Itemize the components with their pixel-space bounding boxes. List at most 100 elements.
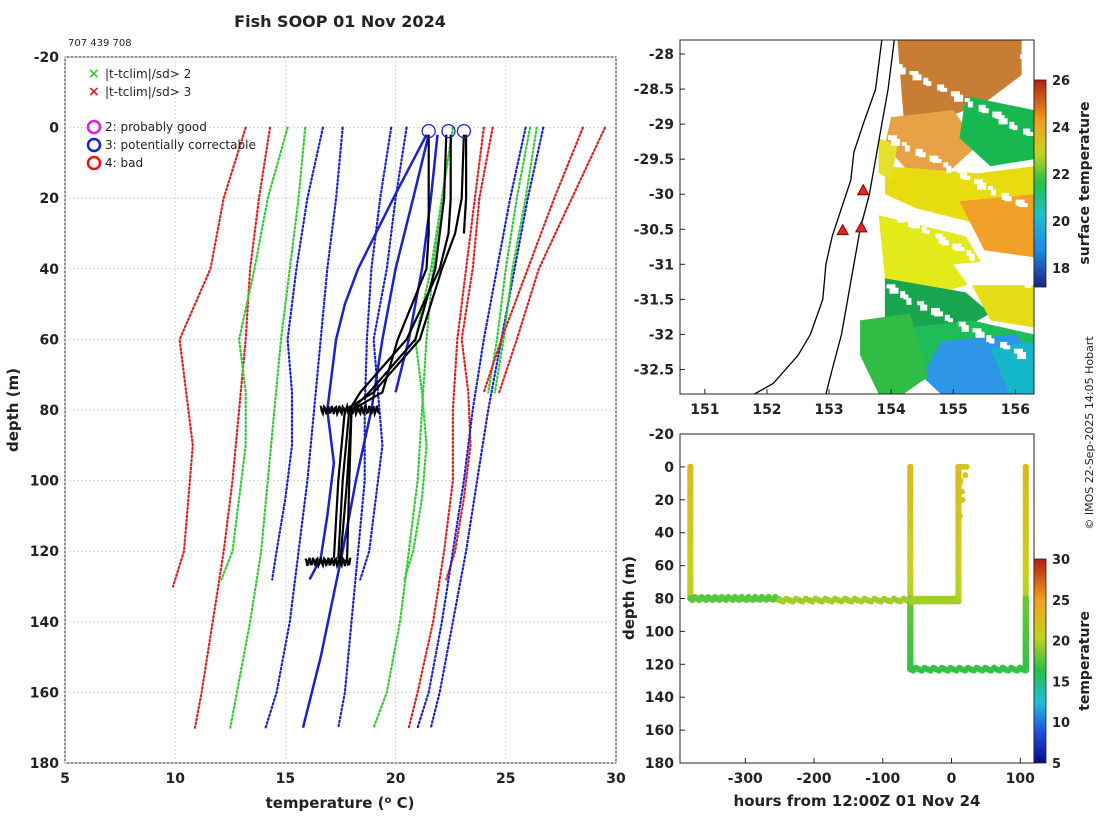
cloud-speckle (934, 311, 944, 317)
sst-colorbar-tick-label: 26 (1052, 74, 1070, 89)
clim-line-red-left-2 (193, 126, 272, 729)
ts-y-tick-label: 140 (645, 690, 674, 706)
black-profile-5 (462, 134, 468, 234)
cloud-speckle (989, 338, 995, 344)
clim-line-green-right-2 (403, 126, 454, 581)
profile-y-tick-label: 0 (49, 121, 59, 137)
temperature-colorbar-tick-label: 20 (1052, 635, 1070, 650)
cloud-speckle (995, 114, 1005, 119)
map-y-tick-label: -28 (649, 47, 674, 63)
profile-y-tick-label: 100 (30, 474, 59, 490)
cloud-speckle (904, 145, 910, 152)
profile-x-axis-label: temperature (o C) (266, 794, 415, 812)
profile-y-tick-label: 120 (30, 544, 59, 560)
ts-point (955, 595, 962, 602)
profile-x-tick-label: 30 (606, 771, 626, 787)
cloud-speckle (1004, 196, 1012, 202)
cloud-speckle (880, 206, 886, 212)
profile-axis-ticks: 5 10 15 20 25 30 -20 0 20 40 60 80 100 120 140 160 180 (30, 50, 626, 787)
cloud-speckle (975, 331, 985, 338)
sst-region (959, 194, 1034, 258)
map-y-tick-label: -29.5 (634, 152, 674, 168)
blue-profile-2 (308, 134, 428, 580)
sst-region (959, 96, 1034, 167)
map-y-tick-label: -29 (649, 117, 674, 133)
profile-y-tick-label: 60 (40, 332, 60, 348)
ts-point (959, 496, 966, 503)
black-profile-4 (332, 134, 465, 559)
clim-line-red-right-1 (407, 126, 485, 729)
cloud-speckle (883, 209, 889, 217)
cloud-speckle (944, 314, 950, 321)
profile-y-tick-label: 160 (30, 685, 59, 701)
coastline-line (754, 40, 883, 394)
sst-colorbar-tick-label: 22 (1052, 168, 1070, 183)
profile-x-tick-label: 10 (165, 771, 185, 787)
temperature-colorbar-tick-label: 30 (1052, 553, 1070, 568)
cloud-speckle (1012, 125, 1018, 131)
cloud-speckle (920, 304, 928, 311)
ts-x-tick-label: -100 (865, 771, 900, 787)
sst-colorbar-ticks: 18 20 22 24 26 (1052, 74, 1070, 277)
drop-marker (855, 220, 868, 233)
temperature-colorbar (1033, 558, 1047, 764)
cloud-speckle (900, 291, 906, 299)
cloud-speckle (950, 91, 960, 97)
profile-y-tick-label: 80 (40, 403, 60, 419)
cloud-speckle (921, 226, 927, 233)
temperature-colorbar-tick-label: 25 (1052, 594, 1070, 609)
drop-marker (836, 223, 850, 236)
cloud-speckle (1010, 274, 1016, 279)
profile-x-tick-label: 25 (496, 771, 515, 787)
platform-id-label: 707 439 708 (68, 38, 132, 49)
qc-circle (456, 123, 472, 139)
ts-x-tick-label: 0 (947, 771, 957, 787)
profile-legend: × |t-tclim|/sd> 2 × |t-tclim|/sd> 3 2: p… (86, 66, 256, 171)
temperature-colorbar-tick-label: 5 (1052, 757, 1061, 772)
cloud-speckle (884, 60, 890, 65)
cloud-speckle (906, 297, 912, 305)
map-y-tick-label: -32 (649, 327, 674, 343)
legend-sd2-label: |t-tclim|/sd> 2 (105, 67, 191, 81)
cloud-speckle (946, 165, 952, 173)
sst-region (897, 40, 1022, 125)
cloud-speckle (929, 155, 939, 162)
ts-y-axis-label: depth (m) (620, 556, 638, 640)
clim-line-red-left-1 (171, 126, 247, 588)
ts-y-tick-label: -20 (649, 427, 675, 443)
clim-line-red-far-1 (482, 126, 585, 394)
cloud-speckle (1017, 352, 1027, 360)
cloud-speckle (889, 287, 899, 294)
clim-line-green-right-1 (372, 126, 454, 729)
credit-text: © IMOS 22-Sep-2025 14:05 Hobart (1083, 336, 1096, 530)
cloud-speckle (977, 182, 987, 190)
cloud-speckle (974, 179, 984, 185)
map-axis-ticks: 151 152 153 154 155 156 -28 -28.5 -29 -29.5 -30 -30… (634, 47, 1030, 418)
map-x-tick-label: 154 (877, 402, 906, 418)
cloud-speckle (901, 142, 907, 147)
ts-data-points (687, 463, 1029, 674)
ts-point (962, 472, 969, 479)
ts-x-tick-label: -200 (797, 771, 832, 787)
cloud-speckle (997, 267, 1007, 273)
cloud-speckle (911, 223, 921, 229)
clim-line-green-far-1 (487, 126, 532, 394)
cloud-speckle (987, 186, 993, 191)
black-profile-2 (339, 134, 448, 559)
ts-point (963, 463, 970, 470)
clim-line-red-far-2 (498, 126, 607, 394)
sst-region (860, 313, 929, 394)
profile-y-tick-label: 140 (30, 615, 59, 631)
temperature-colorbar-ticks: 5 10 15 20 25 30 (1052, 553, 1070, 772)
cloud-speckle (918, 152, 926, 158)
legend-sd2-marker: × (88, 66, 100, 82)
cloud-speckle (1007, 270, 1013, 277)
sst-colorbar-tick-label: 18 (1052, 262, 1070, 277)
cloud-speckle (1024, 280, 1032, 288)
ts-point (958, 488, 965, 495)
qc-circle (421, 123, 436, 139)
ts-x-tick-label: 100 (1006, 771, 1035, 787)
cloud-speckle (894, 213, 902, 218)
map-x-tick-label: 155 (939, 402, 968, 418)
